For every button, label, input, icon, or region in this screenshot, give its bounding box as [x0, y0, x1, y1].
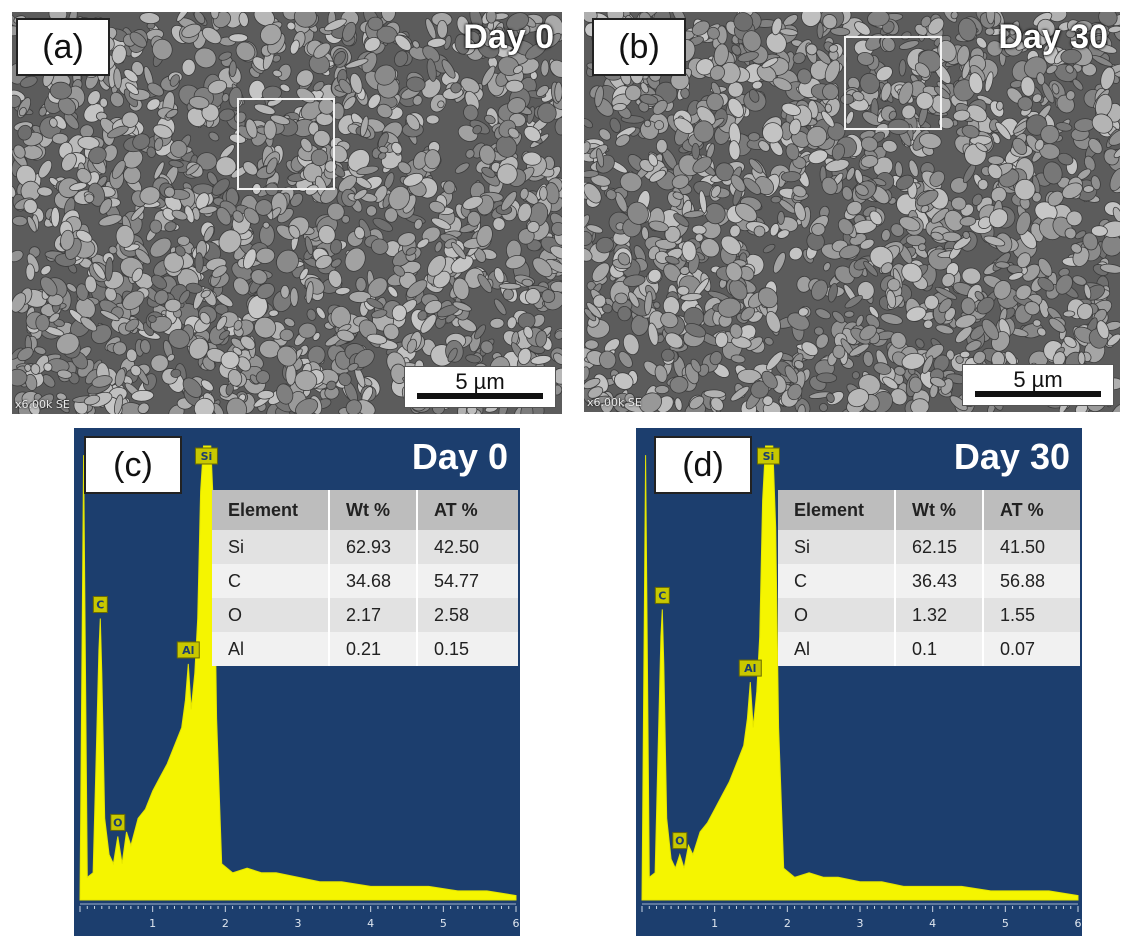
table-row: Si 62.93 42.50: [212, 530, 518, 564]
peak-label-al: Al: [738, 659, 762, 677]
x-tick-label: 6: [513, 917, 520, 930]
eds-panel-c: 1 2 3 4 5 6 C O Al Si (c) Day 0 Element Wt % AT %…: [74, 428, 520, 936]
peak-label-c: C: [92, 596, 108, 614]
scale-bar-a: 5 µm: [404, 366, 556, 408]
spectrum-area: [79, 445, 517, 901]
table-cell: C: [212, 564, 330, 598]
svg-text:Al: Al: [182, 644, 194, 657]
peak-label-o: O: [672, 832, 688, 850]
svg-text:O: O: [113, 816, 122, 829]
table-header-row: Element Wt % AT %: [778, 490, 1080, 530]
peak-label-c: C: [654, 586, 670, 604]
region-of-interest-box-b: [844, 36, 942, 130]
table-cell: 36.43: [895, 564, 984, 598]
day-label-a: Day 0: [463, 18, 554, 56]
table-cell: C: [778, 564, 896, 598]
x-tick-label: 5: [1002, 917, 1009, 930]
day-label-c: Day 0: [411, 436, 508, 477]
table-header-at: AT %: [983, 490, 1080, 530]
table-header-wt: Wt %: [895, 490, 984, 530]
scale-bar-b: 5 µm: [962, 364, 1114, 406]
svg-text:C: C: [96, 599, 104, 612]
day-label-d: Day 30: [953, 436, 1070, 477]
table-cell: 62.15: [895, 530, 984, 564]
peak-label-si: Si: [194, 447, 218, 465]
table-row: C 36.43 56.88: [778, 564, 1080, 598]
composition-table-d: Element Wt % AT % Si 62.15 41.50 C 36.43 56.…: [778, 490, 1080, 666]
svg-text:Si: Si: [763, 450, 775, 463]
day-label-b: Day 30: [998, 18, 1108, 56]
panel-label-c: (c): [84, 436, 182, 494]
table-row: Al 0.21 0.15: [212, 632, 518, 666]
x-tick-label: 4: [367, 917, 374, 930]
table-row: Al 0.1 0.07: [778, 632, 1080, 666]
svg-text:O: O: [675, 835, 684, 848]
magnification-footer-a: x6.00k SE: [15, 398, 70, 411]
table-cell: O: [778, 598, 896, 632]
table-row: Si 62.15 41.50: [778, 530, 1080, 564]
table-cell: 0.1: [895, 632, 984, 666]
scale-bar-label-a: 5 µm: [455, 369, 505, 394]
x-tick-label: 5: [440, 917, 447, 930]
x-tick-label: 3: [295, 917, 302, 930]
table-header-element: Element: [778, 490, 896, 530]
sem-image-a: (a) Day 0 x6.00k SE 5 µm: [12, 12, 562, 414]
x-tick-label: 2: [222, 917, 229, 930]
table-header-element: Element: [212, 490, 330, 530]
table-cell: 54.77: [417, 564, 518, 598]
table-header-wt: Wt %: [329, 490, 418, 530]
table-cell: 0.07: [983, 632, 1080, 666]
sem-texture-b: [584, 12, 1120, 412]
x-tick-label: 1: [711, 917, 718, 930]
table-cell: Al: [778, 632, 896, 666]
table-cell: 1.32: [895, 598, 984, 632]
table-cell: 42.50: [417, 530, 518, 564]
table-row: O 1.32 1.55: [778, 598, 1080, 632]
x-tick-label: 6: [1075, 917, 1082, 930]
composition-table-c: Element Wt % AT % Si 62.93 42.50 C 34.68 54.…: [212, 490, 518, 666]
table-cell: 1.55: [983, 598, 1080, 632]
panel-label-d: (d): [654, 436, 752, 494]
eds-panel-d: 1 2 3 4 5 6 C O Al Si (d) Day 30 Element Wt % AT …: [636, 428, 1082, 936]
table-cell: 2.58: [417, 598, 518, 632]
peak-label-o: O: [110, 813, 126, 831]
x-tick-label: 1: [149, 917, 156, 930]
x-tick-label: 3: [857, 917, 864, 930]
region-of-interest-box-a: [237, 98, 335, 190]
table-header-at: AT %: [417, 490, 518, 530]
scale-bar-line-a: [417, 393, 543, 399]
scale-bar-line-b: [975, 391, 1101, 397]
table-cell: 0.21: [329, 632, 418, 666]
table-cell: 2.17: [329, 598, 418, 632]
table-row: C 34.68 54.77: [212, 564, 518, 598]
table-cell: 56.88: [983, 564, 1080, 598]
panel-label-b: (b): [592, 18, 686, 76]
table-cell: 41.50: [983, 530, 1080, 564]
spectrum-area: [641, 445, 1079, 901]
sem-image-b: (b) Day 30 x6.00k SE 5 µm: [584, 12, 1120, 412]
table-header-row: Element Wt % AT %: [212, 490, 518, 530]
table-cell: 34.68: [329, 564, 418, 598]
scale-bar-label-b: 5 µm: [1013, 367, 1063, 392]
magnification-footer-b: x6.00k SE: [587, 396, 642, 409]
x-tick-label: 2: [784, 917, 791, 930]
peak-label-al: Al: [176, 641, 200, 659]
svg-text:C: C: [658, 589, 666, 602]
table-cell: 62.93: [329, 530, 418, 564]
table-cell: 0.15: [417, 632, 518, 666]
x-tick-label: 4: [929, 917, 936, 930]
table-cell: Si: [212, 530, 330, 564]
svg-text:Al: Al: [744, 662, 756, 675]
table-cell: O: [212, 598, 330, 632]
peak-label-si: Si: [756, 447, 780, 465]
panel-label-a: (a): [16, 18, 110, 76]
table-cell: Al: [212, 632, 330, 666]
svg-text:Si: Si: [201, 450, 213, 463]
table-cell: Si: [778, 530, 896, 564]
table-row: O 2.17 2.58: [212, 598, 518, 632]
